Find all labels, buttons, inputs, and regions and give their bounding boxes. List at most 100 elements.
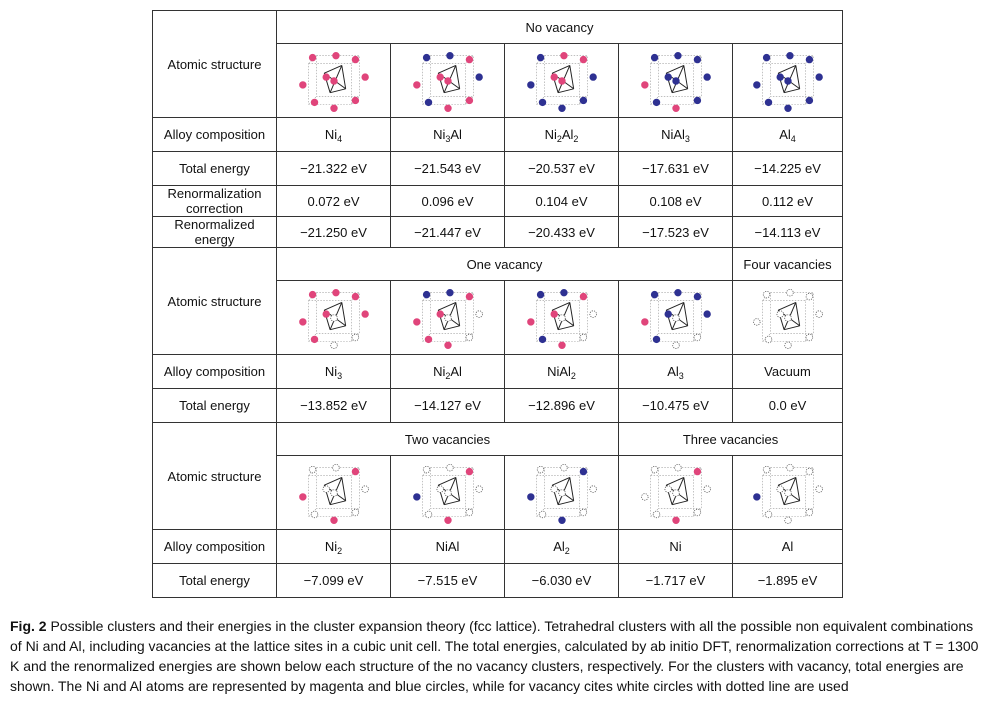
vacancy-site <box>650 465 658 473</box>
vacancy-site <box>445 463 454 471</box>
row-label-alloy-composition: Alloy composition <box>152 529 277 564</box>
ni-atom <box>640 317 649 326</box>
vacancy-site <box>579 508 587 516</box>
al-atom <box>664 72 672 81</box>
vacancy-site <box>671 488 680 497</box>
vacancy-site <box>443 313 452 322</box>
al-atom <box>650 53 658 61</box>
ni-atom <box>360 72 369 81</box>
al-atom <box>776 72 784 81</box>
ni-atom <box>360 309 369 318</box>
vacancy-site <box>474 309 483 318</box>
energy-value: −1.717 eV <box>618 563 733 598</box>
cluster-nial <box>390 455 505 530</box>
al-atom <box>814 72 823 81</box>
row-label-renorm-correction: Renormalization correction <box>152 185 277 217</box>
al-atom <box>538 335 546 343</box>
ni-atom <box>443 104 452 112</box>
correction-value: 0.104 eV <box>504 185 619 217</box>
composition-al2: Al2 <box>504 529 619 564</box>
ni-atom <box>329 76 338 85</box>
al-atom <box>412 492 421 501</box>
vacancy-site <box>640 492 649 501</box>
vacancy-site <box>465 508 473 516</box>
energy-value: −12.896 eV <box>504 388 619 423</box>
al-atom <box>445 51 454 59</box>
al-atom <box>785 51 794 59</box>
cluster-al2 <box>504 455 619 530</box>
cluster-al <box>731 455 844 530</box>
vacancy-site <box>422 465 430 473</box>
al-atom <box>764 98 772 106</box>
cluster-ni3al <box>390 43 505 118</box>
vacancy-site <box>805 292 813 300</box>
ni-atom <box>465 292 473 300</box>
al-atom <box>783 76 792 85</box>
vacancy-site <box>329 488 338 497</box>
cluster-ni2al2 <box>504 43 619 118</box>
vacancy-site <box>693 333 701 341</box>
energy-value: −10.475 eV <box>618 388 733 423</box>
cluster-ni3 <box>276 280 391 355</box>
al-atom <box>559 288 568 296</box>
ni-atom <box>329 516 338 524</box>
vacancy-site <box>351 508 359 516</box>
al-atom <box>650 290 658 298</box>
header-four-vacancies: Four vacancies <box>731 247 844 281</box>
cluster-table: Atomic structure No vacancy Alloy compos… <box>152 10 844 598</box>
vacancy-site <box>588 309 597 318</box>
renorm-energy-value: −21.447 eV <box>390 216 505 248</box>
composition-ni3al: Ni3Al <box>390 117 505 152</box>
al-atom <box>526 492 535 501</box>
al-atom <box>664 309 672 318</box>
ni-atom <box>331 51 340 59</box>
cluster-nial2 <box>504 280 619 355</box>
ni-atom <box>308 53 316 61</box>
ni-atom <box>310 335 318 343</box>
al-atom <box>538 98 546 106</box>
ni-atom <box>557 341 566 349</box>
ni-atom <box>436 72 444 81</box>
vacancy-site <box>474 484 483 493</box>
ni-atom <box>351 96 359 104</box>
header-three-vacancies: Three vacancies <box>617 422 844 456</box>
vacancy-site <box>776 309 784 318</box>
vacancy-site <box>310 510 318 518</box>
al-atom <box>445 288 454 296</box>
cluster-ni4 <box>276 43 391 118</box>
al-atom <box>652 98 660 106</box>
composition-ni: Ni <box>618 529 733 564</box>
al-atom <box>762 53 770 61</box>
al-atom <box>557 516 566 524</box>
row-label-alloy-composition: Alloy composition <box>152 117 277 152</box>
figure-caption: Fig. 2 Possible clusters and their energ… <box>10 616 985 696</box>
energy-value: −21.543 eV <box>390 151 505 186</box>
header-one-vacancy: One vacancy <box>276 247 733 281</box>
ni-atom <box>424 335 432 343</box>
ni-atom <box>465 96 473 104</box>
vacancy-site <box>557 313 566 322</box>
vacancy-site <box>762 465 770 473</box>
composition-al4: Al4 <box>731 117 844 152</box>
vacancy-site <box>465 333 473 341</box>
vacancy-site <box>538 510 546 518</box>
vacancy-site <box>762 290 770 298</box>
cluster-ni2al <box>390 280 505 355</box>
composition-al3: Al3 <box>618 354 733 389</box>
ni-atom <box>412 317 421 326</box>
cluster-al4 <box>731 43 844 118</box>
vacancy-site <box>424 510 432 518</box>
ni-atom <box>329 104 338 112</box>
figure-label: Fig. 2 <box>10 618 47 634</box>
vacancy-site <box>329 313 338 322</box>
cluster-ni2 <box>276 455 391 530</box>
vacancy-site <box>764 335 772 343</box>
al-atom <box>579 467 587 475</box>
energy-value: −14.127 eV <box>390 388 505 423</box>
vacancy-site <box>331 463 340 471</box>
energy-value: −7.515 eV <box>390 563 505 598</box>
composition-ni4: Ni4 <box>276 117 391 152</box>
vacancy-site <box>351 333 359 341</box>
ni-atom <box>351 467 359 475</box>
vacancy-site <box>752 317 761 326</box>
